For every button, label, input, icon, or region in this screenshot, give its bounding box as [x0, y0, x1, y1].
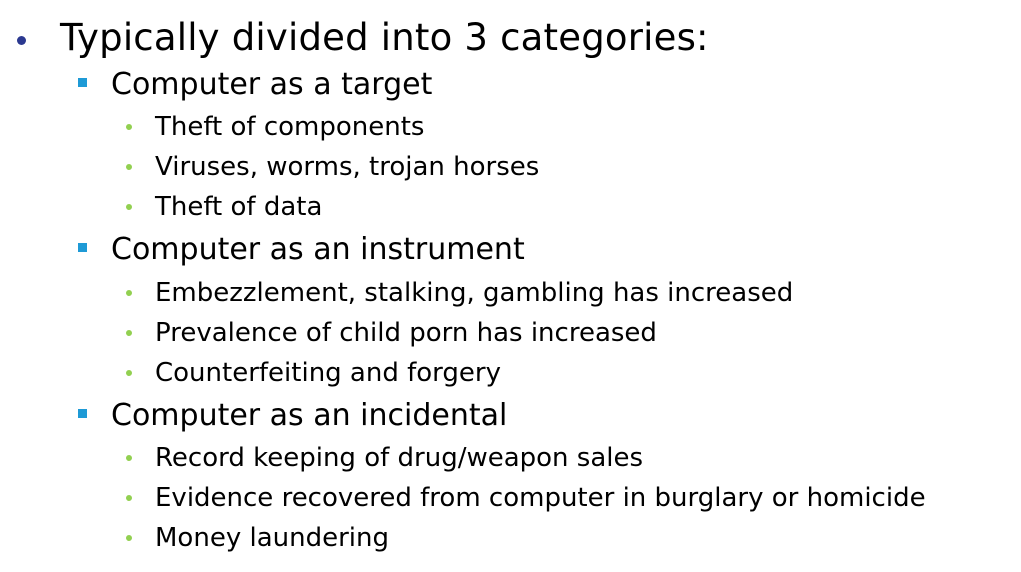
- list-item-text: Viruses, worms, trojan horses: [155, 152, 540, 182]
- heading-text: Typically divided into 3 categories:: [60, 16, 709, 59]
- list-item-text: Prevalence of child porn has increased: [155, 318, 657, 348]
- list-item-text: Evidence recovered from computer in burg…: [155, 483, 926, 513]
- level3-dot-bullet-icon: [126, 455, 132, 461]
- level3-dot-bullet-icon: [126, 330, 132, 336]
- list-item-text: Embezzlement, stalking, gambling has inc…: [155, 278, 794, 308]
- level3-dot-bullet-icon: [126, 370, 132, 376]
- list-item-text: Theft of data: [155, 192, 323, 222]
- level3-dot-bullet-icon: [126, 535, 132, 541]
- category-title: Computer as an instrument: [111, 232, 525, 267]
- level2-square-bullet-icon: [78, 409, 87, 418]
- level3-dot-bullet-icon: [126, 290, 132, 296]
- list-item-text: Record keeping of drug/weapon sales: [155, 443, 644, 473]
- list-item-text: Counterfeiting and forgery: [155, 358, 501, 388]
- level1-dot-bullet-icon: [17, 36, 26, 45]
- level2-square-bullet-icon: [78, 78, 87, 87]
- level3-dot-bullet-icon: [126, 164, 132, 170]
- level3-dot-bullet-icon: [126, 124, 132, 130]
- list-item-text: Money laundering: [155, 523, 389, 553]
- level3-dot-bullet-icon: [126, 495, 132, 501]
- level3-dot-bullet-icon: [126, 204, 132, 210]
- category-title: Computer as an incidental: [111, 398, 508, 433]
- level2-square-bullet-icon: [78, 243, 87, 252]
- category-title: Computer as a target: [111, 67, 433, 102]
- list-item-text: Theft of components: [155, 112, 425, 142]
